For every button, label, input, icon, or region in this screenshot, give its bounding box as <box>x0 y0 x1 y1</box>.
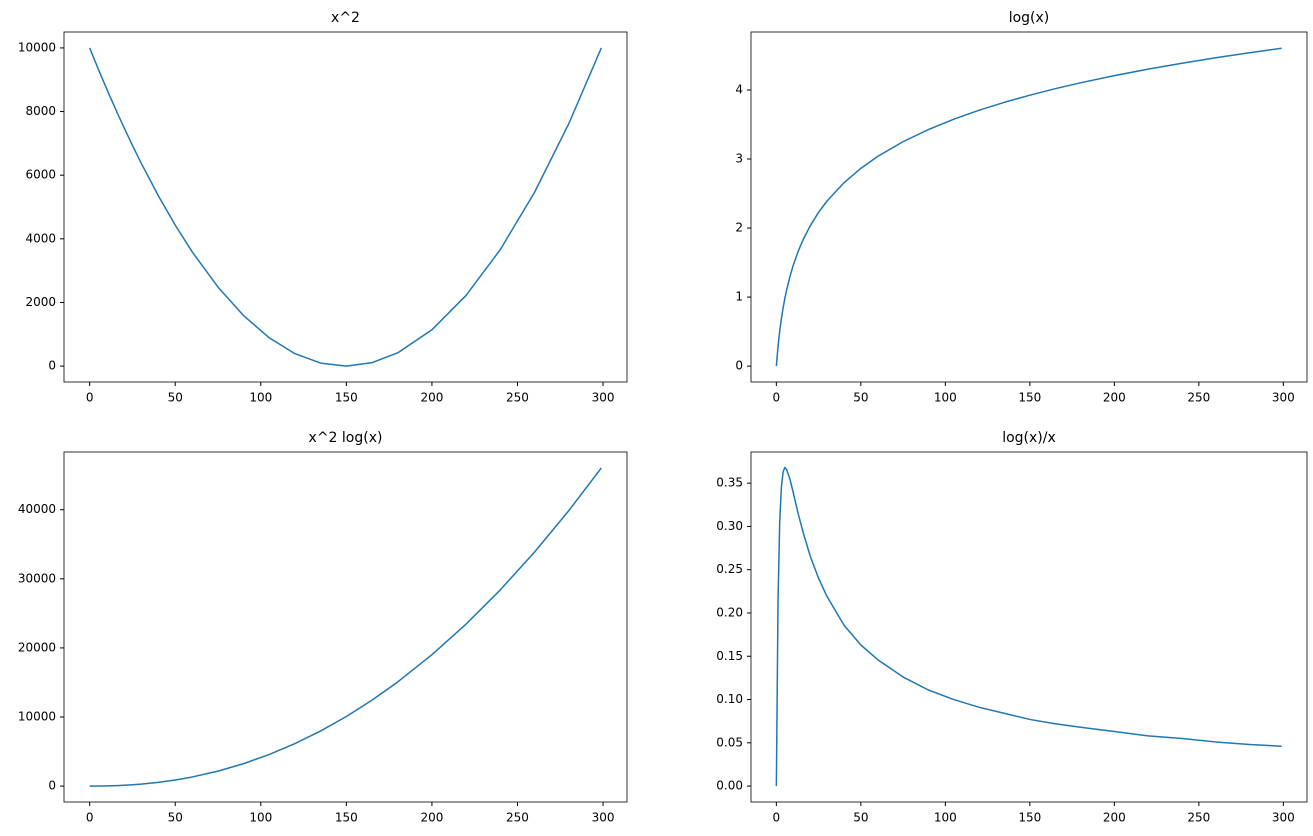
x-tick-label: 100 <box>934 391 957 405</box>
x-tick-label: 150 <box>335 391 358 405</box>
x-tick-label: 150 <box>1018 811 1041 825</box>
y-tick-label: 0.15 <box>716 649 743 663</box>
y-tick-label: 0.20 <box>716 605 743 619</box>
y-tick-label: 0.05 <box>716 735 743 749</box>
y-tick-label: 20000 <box>18 640 56 654</box>
x-tick-label: 0 <box>86 391 94 405</box>
y-tick-label: 10000 <box>18 40 56 54</box>
y-tick-label: 0 <box>735 359 743 373</box>
x-tick-label: 50 <box>168 391 183 405</box>
subplot-title: log(x) <box>1009 10 1050 26</box>
x-tick-label: 200 <box>420 391 443 405</box>
x-tick-label: 250 <box>506 811 529 825</box>
x-tick-label: 100 <box>249 811 272 825</box>
line <box>775 47 1282 367</box>
x-tick-label: 250 <box>1187 391 1210 405</box>
x-tick-label: 300 <box>592 391 615 405</box>
subplot: x^2 log(x) 0 50 100 150 200 250 300 0 10000 20000 3… <box>18 430 628 825</box>
x-tick-label: 100 <box>934 811 957 825</box>
x-tick-label: 300 <box>1272 811 1295 825</box>
x-tick-label: 200 <box>1103 391 1126 405</box>
x-tick-label: 50 <box>853 811 868 825</box>
y-tick-label: 30000 <box>18 571 56 585</box>
y-tick-label: 0 <box>48 779 56 793</box>
axes-frame <box>63 451 628 803</box>
x-tick-label: 150 <box>335 811 358 825</box>
x-tick-label: 250 <box>1187 811 1210 825</box>
y-tick-label: 4 <box>735 82 743 96</box>
x-tick-label: 250 <box>506 391 529 405</box>
y-tick-label: 1 <box>735 290 743 304</box>
y-tick-label: 0.10 <box>716 692 743 706</box>
y-tick-label: 8000 <box>25 104 56 118</box>
subplot-title: x^2 <box>331 10 360 26</box>
x-tick-label: 200 <box>420 811 443 825</box>
x-tick-label: 0 <box>773 811 781 825</box>
line <box>775 466 1282 787</box>
y-tick-label: 40000 <box>18 502 56 516</box>
x-tick-label: 300 <box>1272 391 1295 405</box>
y-tick-label: 6000 <box>25 168 56 182</box>
subplot: log(x) 0 50 100 150 200 250 300 0 1 2 3 4 <box>735 10 1308 405</box>
axes-frame <box>63 31 628 383</box>
x-tick-label: 300 <box>592 811 615 825</box>
subplot-title: x^2 log(x) <box>309 430 383 446</box>
y-tick-label: 0.00 <box>716 779 743 793</box>
y-tick-label: 0.25 <box>716 562 743 576</box>
subplot-title: log(x)/x <box>1002 430 1056 446</box>
line <box>89 467 602 787</box>
x-tick-label: 150 <box>1018 391 1041 405</box>
x-tick-label: 50 <box>168 811 183 825</box>
y-tick-label: 2 <box>735 221 743 235</box>
y-tick-label: 0.35 <box>716 476 743 490</box>
y-tick-label: 3 <box>735 152 743 166</box>
x-tick-label: 100 <box>249 391 272 405</box>
subplot: log(x)/x 0 50 100 150 200 250 300 0.00 0.05 0.10 0.… <box>716 430 1308 825</box>
x-tick-label: 200 <box>1103 811 1126 825</box>
y-tick-label: 4000 <box>25 231 56 245</box>
x-tick-label: 0 <box>86 811 94 825</box>
x-tick-label: 0 <box>773 391 781 405</box>
axes-frame <box>750 31 1308 383</box>
line <box>88 47 603 367</box>
axes-frame <box>750 451 1308 803</box>
y-tick-label: 2000 <box>25 295 56 309</box>
subplot: x^2 0 50 100 150 200 250 300 0 2000 4000 6000 8000 10… <box>18 10 628 405</box>
y-tick-label: 10000 <box>18 709 56 723</box>
y-tick-label: 0.30 <box>716 519 743 533</box>
x-tick-label: 50 <box>853 391 868 405</box>
y-tick-label: 0 <box>48 359 56 373</box>
